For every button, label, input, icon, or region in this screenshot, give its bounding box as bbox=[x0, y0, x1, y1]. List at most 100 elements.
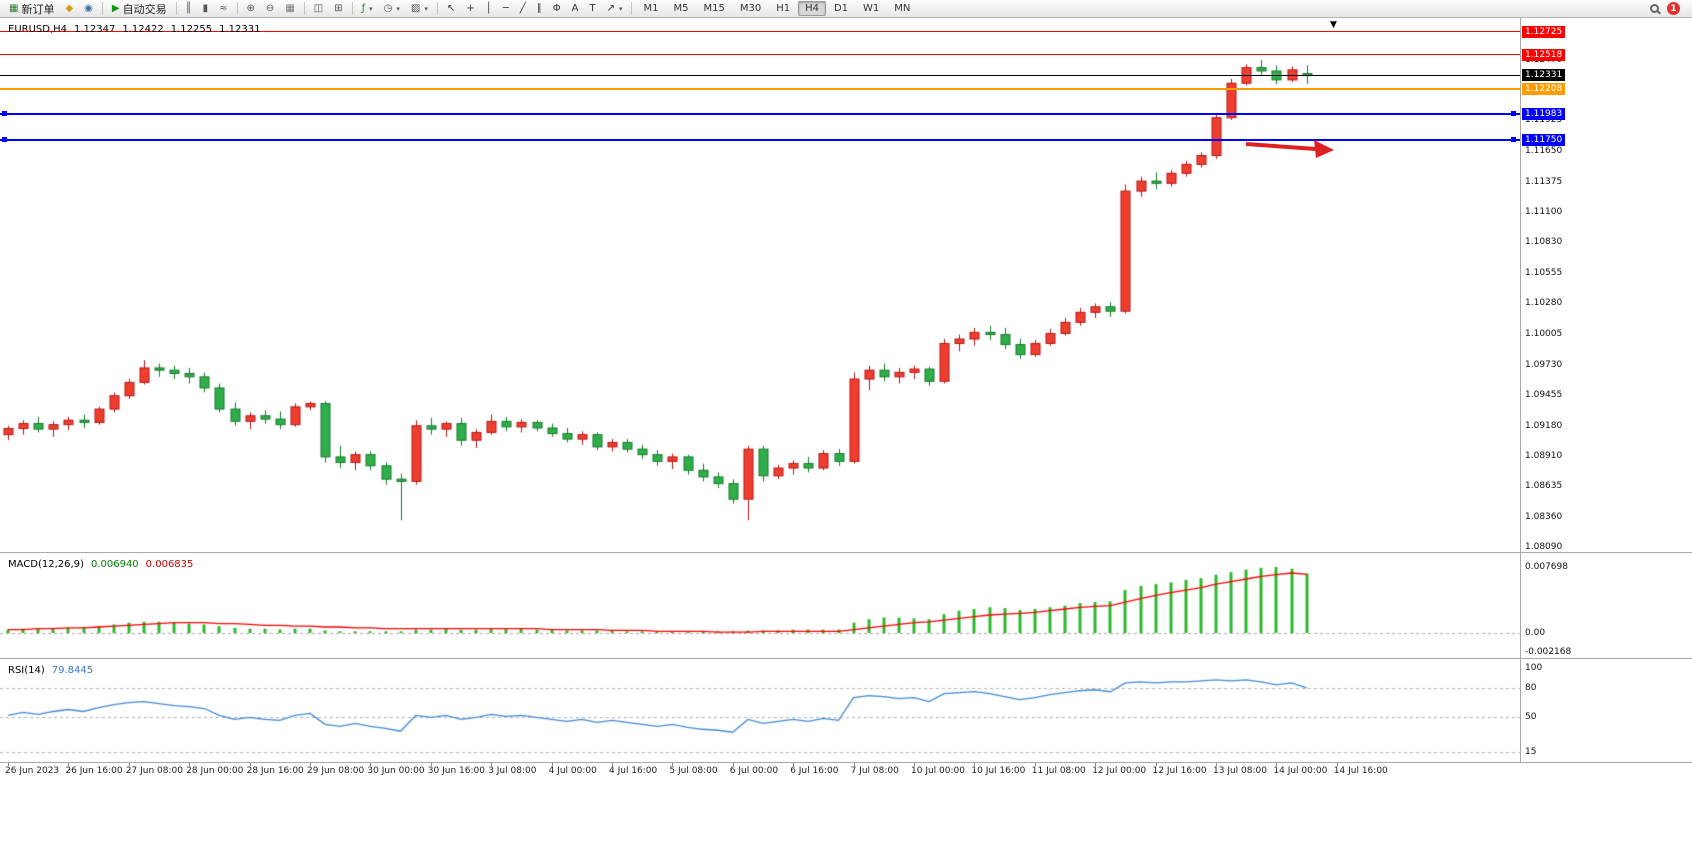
time-label-9: 4 Jul 00:00 bbox=[548, 766, 597, 776]
toolbar-text-label-button[interactable]: T bbox=[584, 1, 600, 17]
panel-separator[interactable] bbox=[0, 552, 1692, 553]
market-watch-icon: ◉ bbox=[84, 2, 93, 14]
fibonacci-icon: Φ bbox=[552, 2, 561, 14]
price-axis-border bbox=[1520, 18, 1521, 762]
macd-main-value: 0.006940 bbox=[90, 559, 139, 570]
resistance-line-upper[interactable] bbox=[0, 31, 1520, 32]
text-icon: A bbox=[571, 2, 579, 14]
time-tick bbox=[732, 762, 734, 766]
time-label-17: 11 Jul 08:00 bbox=[1031, 766, 1086, 776]
equidistant-channel-icon: ∥ bbox=[536, 2, 542, 14]
price-tick-1.08090: 1.08090 bbox=[1525, 542, 1563, 552]
price-tick-1.11375: 1.11375 bbox=[1525, 176, 1563, 187]
chart-grid-icon: ▦ bbox=[285, 2, 295, 14]
time-label-10: 4 Jul 16:00 bbox=[609, 766, 658, 776]
toolbar-chart-grid-button[interactable]: ▦ bbox=[280, 1, 299, 17]
time-label-1: 26 Jun 16:00 bbox=[65, 766, 123, 776]
toolbar-add-indicator-button[interactable]: ƒ ▾ bbox=[357, 1, 378, 17]
trend-arrow-annotation[interactable] bbox=[1244, 138, 1336, 160]
toolbar-equidistant-channel-button[interactable]: ∥ bbox=[532, 1, 547, 17]
toolbar-horizontal-line-button[interactable]: ─ bbox=[498, 1, 514, 17]
price-tick-1.11925: 1.11925 bbox=[1525, 115, 1563, 126]
pivot-line-orange[interactable] bbox=[0, 88, 1520, 90]
resistance-line-lower[interactable] bbox=[0, 54, 1520, 56]
toolbar-text-button[interactable]: A bbox=[567, 1, 584, 17]
bid-line bbox=[0, 75, 1520, 77]
panel-separator[interactable] bbox=[0, 658, 1692, 659]
toolbar-tile-windows-button[interactable]: ⊞ bbox=[329, 1, 347, 17]
toolbar-arrow-objects-button[interactable]: ↗ ▾ bbox=[602, 1, 628, 17]
autotrading-icon: ▶ bbox=[111, 2, 120, 14]
panel-separator[interactable] bbox=[0, 762, 1692, 763]
toolbar-chart-line-button[interactable]: ≈ bbox=[214, 1, 232, 17]
timeframe-mn-button[interactable]: MN bbox=[894, 3, 911, 14]
dropdown-caret-icon: ▾ bbox=[618, 4, 623, 13]
toolbar-autotrading-button[interactable]: ▶ 自动交易 bbox=[107, 1, 172, 17]
price-tick-1.08360: 1.08360 bbox=[1525, 511, 1563, 522]
tile-windows-icon: ⊞ bbox=[334, 2, 343, 14]
toolbar-separator bbox=[236, 2, 238, 15]
timeframe-m1-button[interactable]: M1 bbox=[643, 3, 659, 14]
timeframe-m15-button[interactable]: M15 bbox=[703, 3, 725, 14]
rsi-axis-80: 80 bbox=[1525, 682, 1537, 693]
toolbar-fibonacci-button[interactable]: Φ bbox=[548, 1, 566, 17]
toolbar-cursor-button[interactable]: ↖ bbox=[442, 1, 460, 17]
chart-bars-icon: ║ bbox=[185, 2, 192, 14]
time-tick bbox=[672, 762, 674, 766]
toolbar-autotrading-label: 自动交易 bbox=[122, 2, 167, 16]
toolbar-vertical-line-button[interactable]: │ bbox=[481, 1, 497, 17]
rsi-canvas[interactable] bbox=[0, 660, 1520, 761]
zoom-in-icon: ⊕ bbox=[246, 2, 255, 14]
toolbar-trendline-button[interactable]: ╱ bbox=[515, 1, 531, 17]
macd-name: MACD(12,26,9) bbox=[8, 559, 84, 570]
notification-badge[interactable]: 1 bbox=[1667, 2, 1680, 15]
toolbar-market-watch-button[interactable]: ◉ bbox=[79, 1, 98, 17]
timeframe-d1-button[interactable]: D1 bbox=[833, 3, 849, 14]
chart-close: 1.12331 bbox=[219, 24, 261, 35]
time-tick bbox=[430, 762, 432, 766]
toolbar: ▦ 新订单 ◆ ◉ ▶ 自动交易 ║ ▮ ≈ ⊕ ⊖ ▦ ◫ ⊞ ƒ ▾ ◷ ▾ ▨ ▾ ↖ + │ ─ ╱ ∥ Φ A T ↗ ▾ M1 M5… bbox=[0, 0, 1692, 18]
cursor-icon: ↖ bbox=[446, 2, 456, 14]
toolbar-buttons: ▦ 新订单 ◆ ◉ ▶ 自动交易 ║ ▮ ≈ ⊕ ⊖ ▦ ◫ ⊞ ƒ ▾ ◷ ▾ ▨ ▾ ↖ + │ ─ ╱ ∥ Φ A T ↗ ▾ M1 M5… bbox=[4, 0, 917, 18]
time-tick bbox=[249, 762, 251, 766]
macd-axis--0.002168: -0.002168 bbox=[1525, 646, 1572, 657]
toolbar-chart-bars-button[interactable]: ║ bbox=[181, 1, 197, 17]
time-tick bbox=[974, 762, 976, 766]
support-line-blue-lower[interactable] bbox=[0, 136, 1520, 142]
toolbar-periods-menu-button[interactable]: ◷ ▾ bbox=[379, 1, 405, 17]
time-tick bbox=[1095, 762, 1097, 766]
toolbar-templates-menu-button[interactable]: ▨ ▾ bbox=[406, 1, 433, 17]
arrow-objects-icon: ↗ bbox=[606, 2, 615, 14]
time-label-16: 10 Jul 16:00 bbox=[971, 766, 1026, 776]
dropdown-caret-icon: ▾ bbox=[369, 4, 373, 13]
price-chart-canvas[interactable] bbox=[0, 18, 1520, 552]
zoom-out-icon: ⊖ bbox=[265, 2, 275, 14]
timeframe-m5-button[interactable]: M5 bbox=[673, 3, 689, 14]
toolbar-zoom-in-button[interactable]: ⊕ bbox=[242, 1, 260, 17]
toolbar-arrange-windows-button[interactable]: ◫ bbox=[309, 1, 328, 17]
toolbar-new-order-button[interactable]: ▦ 新订单 bbox=[4, 1, 59, 17]
timeframe-w1-button[interactable]: W1 bbox=[863, 3, 880, 14]
timeframe-m30-button[interactable]: M30 bbox=[739, 3, 762, 14]
time-tick bbox=[1155, 762, 1157, 766]
toolbar-zoom-out-button[interactable]: ⊖ bbox=[261, 1, 279, 17]
time-label-4: 28 Jun 16:00 bbox=[246, 766, 304, 776]
toolbar-crosshair-button[interactable]: + bbox=[461, 1, 479, 17]
time-label-0: 26 Jun 2023 bbox=[5, 766, 60, 776]
search-icon[interactable] bbox=[1650, 4, 1659, 13]
toolbar-separator bbox=[351, 2, 353, 15]
bid-price-label: 1.12331 bbox=[1522, 69, 1566, 82]
toolbar-chart-candlesticks-button[interactable]: ▮ bbox=[198, 1, 214, 17]
rsi-name: RSI(14) bbox=[8, 665, 45, 676]
rsi-axis-50: 50 bbox=[1525, 712, 1537, 723]
time-tick bbox=[1034, 762, 1036, 766]
rsi-label: RSI(14) 79.8445 bbox=[8, 665, 93, 676]
support-line-blue-upper[interactable] bbox=[0, 111, 1520, 117]
macd-canvas[interactable] bbox=[0, 554, 1520, 657]
timeframe-h1-button[interactable]: H1 bbox=[776, 3, 791, 14]
price-tick-1.08635: 1.08635 bbox=[1525, 481, 1563, 492]
time-tick bbox=[853, 762, 855, 766]
chart-line-icon: ≈ bbox=[219, 2, 228, 14]
toolbar-indicator-list-button[interactable]: ◆ bbox=[60, 1, 78, 17]
timeframe-h4-button[interactable]: H4 bbox=[798, 1, 826, 16]
